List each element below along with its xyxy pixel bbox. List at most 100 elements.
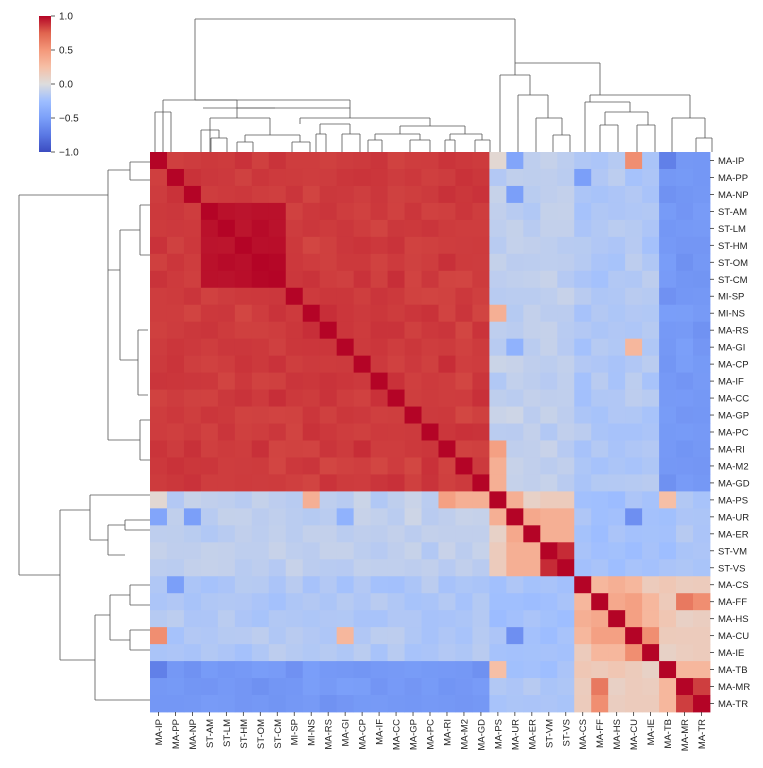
heatmap-cell	[642, 559, 660, 577]
row-label: MA-CU	[718, 631, 749, 642]
heatmap-cell	[625, 678, 643, 696]
heatmap-cell	[404, 287, 422, 306]
heatmap-cell	[659, 270, 677, 289]
heatmap-cell	[557, 491, 575, 509]
heatmap-cell	[268, 202, 287, 221]
heatmap-cell	[353, 236, 372, 255]
heatmap-cell	[625, 338, 643, 357]
heatmap-cell	[438, 508, 456, 526]
heatmap-cell	[421, 542, 439, 560]
heatmap-cell	[268, 678, 287, 696]
heatmap-cell	[353, 372, 372, 390]
heatmap-cell	[642, 661, 660, 679]
heatmap-cell	[319, 474, 338, 492]
heatmap-cell	[438, 168, 456, 187]
heatmap-cell	[523, 695, 541, 713]
heatmap-cell	[183, 389, 202, 407]
heatmap-cell	[387, 491, 405, 509]
heatmap-cell	[676, 355, 694, 374]
heatmap-cell	[302, 287, 321, 306]
heatmap-cell	[659, 542, 677, 560]
heatmap-cell	[336, 576, 355, 594]
heatmap-cell	[472, 644, 490, 662]
heatmap-cell	[319, 321, 338, 340]
heatmap-cell	[659, 355, 677, 374]
heatmap-cell	[234, 559, 253, 577]
heatmap-cell	[472, 610, 490, 628]
heatmap-cell	[387, 695, 405, 713]
heatmap-cell	[557, 253, 575, 272]
heatmap-cell	[268, 576, 287, 594]
heatmap-cell	[506, 627, 524, 645]
heatmap-cell	[166, 593, 185, 611]
heatmap-cell	[421, 304, 439, 323]
heatmap-cell	[200, 678, 219, 696]
heatmap-cell	[574, 168, 592, 187]
heatmap-cell	[472, 389, 490, 407]
row-label: MA-GI	[718, 343, 745, 354]
heatmap-cell	[489, 542, 507, 560]
heatmap-cell	[200, 525, 219, 543]
heatmap-cell	[608, 559, 626, 577]
heatmap-cell	[150, 372, 168, 390]
heatmap-cell	[217, 236, 236, 255]
heatmap-cell	[693, 525, 711, 543]
heatmap-cell	[659, 338, 677, 357]
heatmap-cell	[234, 406, 253, 424]
heatmap-cell	[217, 695, 236, 713]
heatmap-cell	[200, 542, 219, 560]
heatmap-cell	[676, 152, 694, 170]
heatmap-cell	[523, 542, 541, 560]
heatmap-cell	[404, 372, 422, 390]
heatmap-cell	[625, 372, 643, 390]
heatmap-cell	[557, 525, 575, 543]
heatmap-cell	[370, 644, 388, 662]
heatmap-cell	[472, 270, 490, 289]
heatmap-cell	[268, 236, 287, 255]
heatmap-cell	[693, 695, 711, 713]
heatmap-cell	[353, 168, 372, 187]
heatmap-cell	[591, 627, 609, 645]
heatmap-cell	[370, 355, 388, 374]
heatmap-cell	[676, 321, 694, 340]
heatmap-cell	[200, 559, 219, 577]
heatmap-cell	[540, 270, 558, 289]
heatmap-cell	[217, 152, 236, 170]
heatmap-cell	[319, 610, 338, 628]
heatmap-cell	[353, 440, 372, 458]
heatmap-cell	[251, 576, 270, 594]
heatmap-cell	[251, 678, 270, 696]
heatmap-cell	[302, 593, 321, 611]
heatmap-cell	[302, 202, 321, 221]
heatmap-cell	[455, 542, 473, 560]
heatmap-cell	[387, 185, 405, 204]
heatmap-cell	[268, 355, 287, 374]
heatmap-cell	[234, 389, 253, 407]
heatmap-cell	[659, 661, 677, 679]
heatmap-cell	[200, 304, 219, 323]
heatmap-cell	[557, 236, 575, 255]
heatmap-cell	[387, 372, 405, 390]
heatmap-cell	[540, 253, 558, 272]
heatmap-cell	[150, 627, 168, 645]
heatmap-cell	[693, 627, 711, 645]
heatmap-cell	[251, 661, 270, 679]
heatmap-cell	[591, 644, 609, 662]
row-label: MA-GP	[718, 411, 749, 422]
heatmap-cell	[523, 338, 541, 357]
heatmap-cell	[659, 287, 677, 306]
row-label: ST-OM	[718, 258, 748, 269]
heatmap-cell	[693, 508, 711, 526]
heatmap-cell	[438, 287, 456, 306]
heatmap-cell	[591, 491, 609, 509]
heatmap-cell	[574, 185, 592, 204]
heatmap-cell	[268, 338, 287, 357]
heatmap-cell	[523, 270, 541, 289]
heatmap-cell	[625, 236, 643, 255]
heatmap-cell	[455, 219, 473, 238]
column-label: ST-LM	[222, 719, 233, 747]
row-label: MA-IF	[718, 377, 744, 388]
heatmap-cell	[506, 457, 524, 475]
heatmap-cell	[489, 236, 507, 255]
heatmap-cell	[336, 508, 355, 526]
